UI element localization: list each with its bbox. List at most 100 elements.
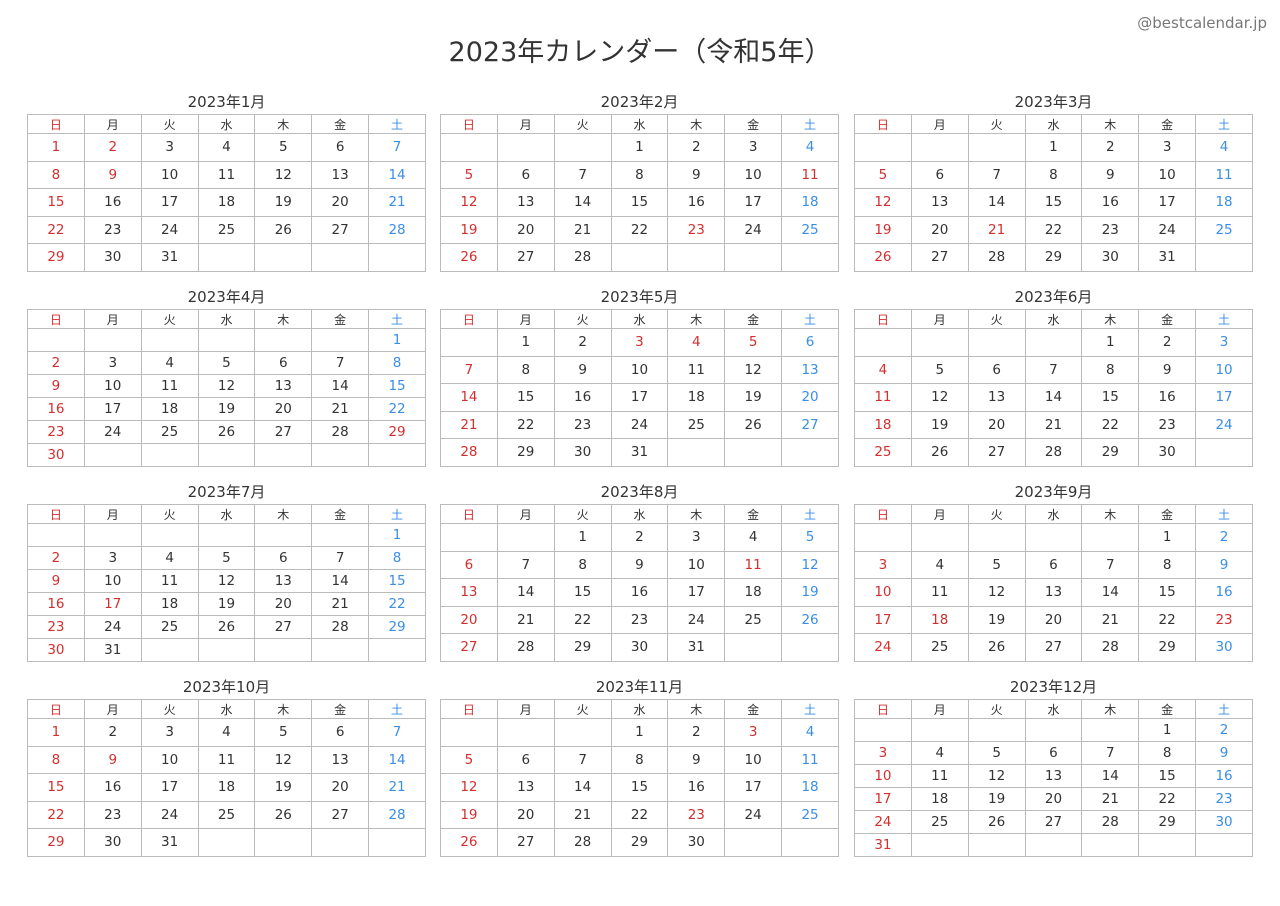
- day-cell: 19: [854, 215, 912, 244]
- day-cell: 8: [1138, 741, 1197, 765]
- day-cell: 4: [854, 355, 912, 384]
- day-cell: 16: [1138, 383, 1197, 412]
- day-cell: 7: [1081, 550, 1140, 579]
- empty-day-cell: [197, 523, 256, 547]
- week-row: 9 10 11 12 13 14 15: [27, 374, 426, 398]
- day-cell: 13: [910, 188, 969, 217]
- empty-day-cell: [1081, 718, 1140, 742]
- day-cell: 11: [781, 745, 839, 774]
- weekday-header: 金: [311, 699, 370, 719]
- week-row: 25 26 27 28 29 30: [854, 438, 1253, 467]
- month-title: 2023年7月: [187, 483, 266, 501]
- day-cell: 11: [667, 355, 726, 384]
- day-cell: 28: [311, 615, 370, 639]
- day-cell: 26: [854, 243, 912, 272]
- day-cell: 26: [910, 438, 969, 467]
- day-cell: 24: [724, 215, 783, 244]
- empty-day-cell: [854, 523, 912, 552]
- month-title: 2023年9月: [1014, 483, 1093, 501]
- day-cell: 21: [368, 188, 426, 217]
- day-cell: 18: [910, 605, 969, 634]
- day-cell: 5: [197, 546, 256, 570]
- day-cell: 6: [254, 546, 313, 570]
- day-cell: 26: [724, 410, 783, 439]
- day-cell: 29: [496, 438, 555, 467]
- day-cell: 22: [610, 215, 669, 244]
- week-row: 24 25 26 27 28 29 30: [854, 633, 1253, 662]
- day-cell: 7: [553, 745, 612, 774]
- day-cell: 21: [553, 800, 612, 829]
- day-cell: 30: [553, 438, 612, 467]
- week-row: 22 23 24 25 26 27 28: [27, 800, 426, 829]
- day-cell: 5: [967, 741, 1026, 765]
- day-cell: 18: [1195, 188, 1253, 217]
- day-cell: 2: [1195, 718, 1253, 742]
- weekday-header: 金: [1138, 114, 1197, 134]
- day-cell: 1: [368, 523, 426, 547]
- weekday-header: 水: [1024, 699, 1083, 719]
- week-row: 23 24 25 26 27 28 29: [27, 420, 426, 444]
- day-cell: 7: [368, 133, 426, 162]
- day-cell: 23: [553, 410, 612, 439]
- day-cell: 24: [724, 800, 783, 829]
- day-cell: 8: [610, 745, 669, 774]
- day-cell: 21: [1081, 605, 1140, 634]
- empty-day-cell: [440, 718, 498, 747]
- day-cell: 6: [967, 355, 1026, 384]
- day-cell: 20: [967, 410, 1026, 439]
- day-cell: 15: [610, 773, 669, 802]
- weekday-header: 木: [667, 699, 726, 719]
- week-row: 30: [27, 443, 426, 467]
- empty-day-cell: [1024, 833, 1083, 857]
- day-cell: 11: [1195, 160, 1253, 189]
- day-cell: 14: [440, 383, 498, 412]
- day-cell: 28: [496, 633, 555, 662]
- day-cell: 17: [854, 787, 912, 811]
- weekday-header: 水: [610, 699, 669, 719]
- day-cell: 17: [1138, 188, 1197, 217]
- day-cell: 10: [610, 355, 669, 384]
- week-row: 18 19 20 21 22 23 24: [854, 410, 1253, 439]
- weekday-header: 金: [724, 309, 783, 329]
- day-cell: 19: [197, 592, 256, 616]
- day-cell: 2: [83, 133, 142, 162]
- month-table: 日月火水木金土 1 2 3 4 5 6 7 8 9 10 11 12 13 14 15 16 17 18 19 20 21…: [27, 114, 426, 272]
- empty-day-cell: [724, 438, 783, 467]
- weekday-header: 木: [1081, 699, 1140, 719]
- weekday-header: 日: [440, 114, 498, 134]
- day-cell: 29: [368, 615, 426, 639]
- empty-day-cell: [910, 523, 969, 552]
- week-row: 12 13 14 15 16 17 18: [440, 188, 839, 217]
- day-cell: 1: [1081, 328, 1140, 357]
- weekday-header: 木: [1081, 114, 1140, 134]
- month-calendar: 2023年4月日月火水木金土 1 2 3 4 5 6 7 8 9 10 11 12 13 14 15 16 17 1…: [27, 288, 426, 467]
- weekday-header: 日: [854, 699, 912, 719]
- day-cell: 14: [967, 188, 1026, 217]
- empty-day-cell: [311, 243, 370, 272]
- empty-day-cell: [254, 328, 313, 352]
- day-cell: 10: [724, 160, 783, 189]
- day-cell: 31: [610, 438, 669, 467]
- day-cell: 8: [1138, 550, 1197, 579]
- day-cell: 7: [1024, 355, 1083, 384]
- weekday-header: 土: [1195, 309, 1253, 329]
- weekday-header: 月: [83, 504, 142, 524]
- weekday-header: 火: [967, 309, 1026, 329]
- weekday-header: 水: [197, 309, 256, 329]
- weekday-header: 木: [667, 504, 726, 524]
- day-cell: 18: [781, 773, 839, 802]
- day-cell: 15: [1138, 578, 1197, 607]
- day-cell: 15: [27, 188, 85, 217]
- day-cell: 19: [781, 578, 839, 607]
- day-cell: 12: [967, 578, 1026, 607]
- empty-day-cell: [1138, 833, 1197, 857]
- day-cell: 3: [1195, 328, 1253, 357]
- day-cell: 2: [610, 523, 669, 552]
- weekday-header: 水: [610, 114, 669, 134]
- day-cell: 28: [1081, 633, 1140, 662]
- weekday-header: 火: [553, 309, 612, 329]
- empty-day-cell: [254, 638, 313, 662]
- day-cell: 13: [781, 355, 839, 384]
- day-cell: 7: [553, 160, 612, 189]
